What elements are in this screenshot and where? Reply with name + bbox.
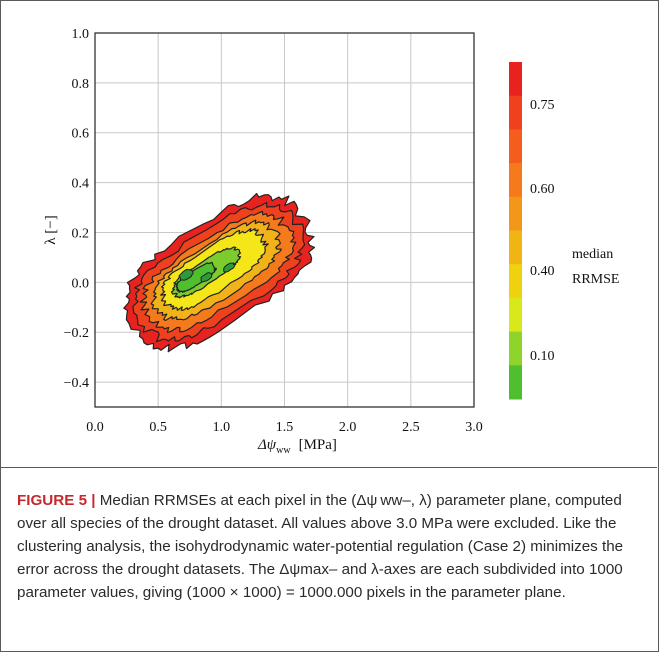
figure-caption: FIGURE 5 | Median RRMSEs at each pixel i… xyxy=(17,489,647,604)
y-tick-label: 0.4 xyxy=(72,177,90,192)
x-tick-label: 2.0 xyxy=(339,420,357,435)
y-tick-label: 0.0 xyxy=(72,276,90,291)
contour-figure: 0.0 0.5 1.0 1.5 2.0 2.5 3.0 1.0 0.8 0.6 0.4 0.2 0.0… xyxy=(43,27,619,456)
y-tick-label: 0.2 xyxy=(72,226,90,241)
colorbar-tick-label: 0.60 xyxy=(530,182,555,197)
x-axis-label: Δψww [MPa] xyxy=(257,437,337,456)
colorbar-tick-label: 0.10 xyxy=(530,349,555,364)
y-tick-label: 1.0 xyxy=(72,27,90,42)
colorbar-band xyxy=(509,196,522,231)
colorbar-band xyxy=(509,331,522,366)
x-tick-label: 0.5 xyxy=(149,420,167,435)
figure-label: FIGURE 5 | xyxy=(17,492,96,509)
plot-area xyxy=(94,32,475,408)
y-axis-label: λ [−] xyxy=(43,215,59,244)
x-tick-label: 1.5 xyxy=(276,420,294,435)
colorbar-band xyxy=(509,95,522,130)
contour-level-dark-green xyxy=(178,268,194,281)
y-tick-label: −0.2 xyxy=(64,326,89,341)
plot-frame xyxy=(94,32,475,408)
y-tick-label: −0.4 xyxy=(64,376,89,391)
colorbar-tick-label: 0.75 xyxy=(530,98,555,113)
x-tick-labels: 0.0 0.5 1.0 1.5 2.0 2.5 3.0 xyxy=(86,420,483,435)
colorbar-band xyxy=(509,62,522,97)
x-tick-label: 1.0 xyxy=(213,420,231,435)
y-tick-label: 0.8 xyxy=(72,77,90,92)
colorbar-band xyxy=(509,163,522,198)
x-tick-label: 3.0 xyxy=(465,420,483,435)
colorbar-band xyxy=(509,365,522,400)
caption-divider xyxy=(0,467,657,468)
colorbar-band xyxy=(509,129,522,164)
colorbar-tick-label: 0.40 xyxy=(530,264,555,279)
colorbar-label-line2: RRMSE xyxy=(572,272,619,287)
colorbar-band xyxy=(509,264,522,299)
contour-level-dark-green xyxy=(223,262,236,273)
colorbar-label-line1: median xyxy=(572,247,613,262)
y-tick-labels: 1.0 0.8 0.6 0.4 0.2 0.0 −0.2 −0.4 xyxy=(64,27,89,391)
contour-level-dark-green xyxy=(200,272,213,283)
caption-text: Median RRMSEs at each pixel in the (Δψ w… xyxy=(17,492,624,601)
colorbar: 0.75 0.60 0.40 0.10 xyxy=(509,62,555,400)
x-tick-label: 0.0 xyxy=(86,420,104,435)
colorbar-band xyxy=(509,297,522,333)
x-tick-label: 2.5 xyxy=(402,420,420,435)
colorbar-band xyxy=(509,230,522,265)
y-tick-label: 0.6 xyxy=(72,127,90,142)
